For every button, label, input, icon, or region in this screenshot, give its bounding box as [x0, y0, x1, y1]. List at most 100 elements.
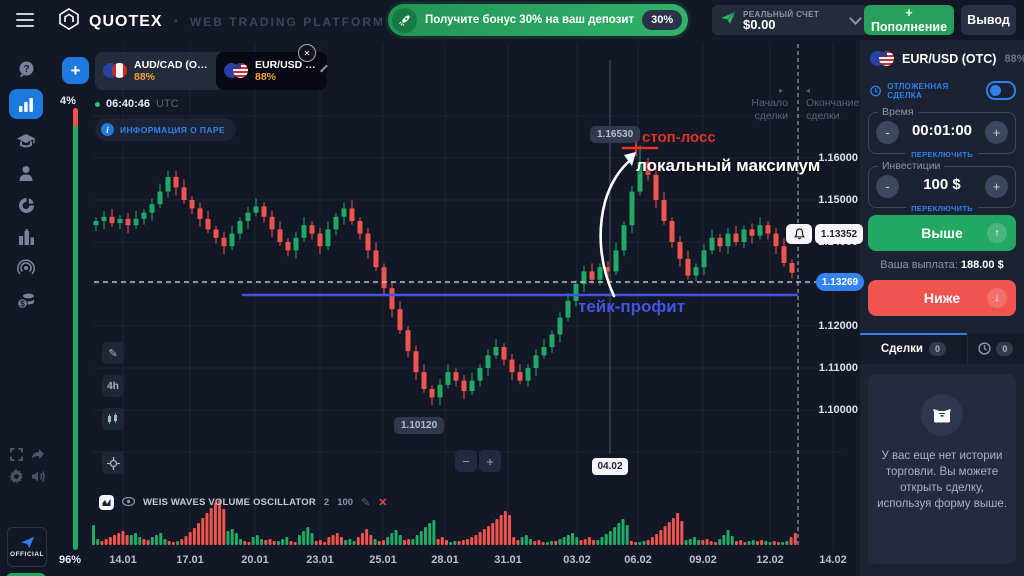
y-axis-tick: 1.11000 — [818, 362, 858, 374]
share-arrow-icon[interactable] — [30, 446, 46, 462]
pending-trade-row[interactable]: ОТЛОЖЕННАЯ СДЕЛКА — [870, 81, 1016, 100]
candle — [197, 208, 203, 219]
candle — [789, 263, 795, 273]
investment-value[interactable]: 100 $ — [923, 176, 961, 193]
server-clock: 06:40:46 UTC — [95, 98, 179, 110]
account-type-label: РЕАЛЬНЫЙ СЧЕТ — [743, 9, 820, 19]
y-axis-tick: 1.16000 — [818, 152, 858, 164]
close-tab-icon[interactable]: ✕ — [298, 44, 316, 62]
brand-name: QUOTEX — [89, 12, 163, 30]
x-axis-tick: 14.01 — [109, 554, 137, 566]
candle — [597, 267, 603, 280]
sidebar-item-profile[interactable] — [9, 158, 43, 188]
pending-trade-toggle[interactable] — [985, 81, 1016, 100]
candle — [285, 242, 291, 251]
asset-tab-payout: 88% — [134, 71, 156, 83]
draw-pencil-button[interactable]: ✎ — [102, 342, 124, 364]
zoom-in-button[interactable]: + — [479, 450, 501, 472]
chevron-down-icon — [849, 12, 862, 25]
candle — [757, 225, 763, 236]
candle — [581, 271, 587, 284]
put-down-button[interactable]: Ниже ↓ — [868, 280, 1016, 316]
remove-indicator-icon[interactable]: ✕ — [378, 496, 388, 509]
zoom-out-button[interactable]: − — [455, 450, 477, 472]
candle — [653, 174, 659, 200]
time-decrease-button[interactable]: - — [876, 121, 899, 144]
candle — [437, 384, 443, 398]
menu-icon[interactable] — [16, 13, 34, 27]
session-high-pill: 1.16530 — [590, 126, 641, 143]
crosshair-button[interactable] — [102, 452, 124, 474]
candle — [277, 229, 283, 242]
asset-tab-audcad[interactable]: AUD/CAD (O… 88% — [95, 52, 227, 90]
brand: QUOTEX · WEB TRADING PLATFORM — [58, 8, 385, 35]
time-increase-button[interactable]: + — [985, 121, 1008, 144]
tab-trades[interactable]: Сделки 0 — [860, 333, 967, 364]
price-alert-badge[interactable]: 1.13352 — [786, 224, 863, 244]
investment-increase-button[interactable]: + — [985, 175, 1008, 198]
candlestick-chart[interactable] — [52, 40, 860, 576]
bell-icon[interactable] — [786, 224, 812, 244]
call-up-button[interactable]: Выше ↑ — [868, 215, 1016, 251]
crosshair-date-badge: 04.02 — [592, 458, 628, 475]
pair-info-button[interactable]: i ИНФОРМАЦИЯ О ПАРЕ — [95, 118, 237, 141]
candle — [485, 355, 491, 368]
brand-tagline: WEB TRADING PLATFORM — [189, 14, 385, 29]
official-telegram-badge[interactable]: OFFICIAL — [7, 527, 47, 567]
investment-switch-link[interactable]: ПЕРЕКЛЮЧИТЬ — [906, 204, 978, 213]
deal-end-label: Окончание сделки — [806, 97, 860, 122]
candle — [525, 368, 531, 381]
sidebar-item-signals[interactable] — [9, 253, 43, 283]
panel-asset-row[interactable]: EUR/USD (OTC) 88% — [870, 51, 1024, 67]
candle — [725, 233, 731, 247]
edit-pencil-icon[interactable]: ✎ — [361, 496, 371, 509]
sidebar-item-education[interactable] — [9, 126, 43, 156]
svg-text:?: ? — [23, 64, 29, 75]
deposit-button[interactable]: + Пополнение — [864, 5, 954, 35]
investment-decrease-button[interactable]: - — [876, 175, 899, 198]
sidebar-item-finance[interactable]: $ — [9, 285, 43, 315]
candle — [741, 229, 747, 242]
candle — [261, 206, 267, 217]
empty-history-card: У вас еще нет истории торговли. Вы может… — [868, 374, 1016, 564]
candle — [453, 372, 459, 381]
tab-history[interactable]: 0 — [966, 333, 1024, 364]
chart-type-button[interactable] — [102, 408, 124, 430]
help-button[interactable]: Помощь — [6, 573, 46, 576]
account-selector[interactable]: РЕАЛЬНЫЙ СЧЕТ $0.00 — [712, 5, 868, 35]
candle — [133, 218, 139, 226]
paper-plane-icon — [720, 11, 736, 30]
bonus-banner[interactable]: Получите бонус 30% на ваш депозит 30% — [388, 4, 689, 36]
add-asset-button[interactable]: + — [62, 57, 89, 84]
y-axis-tick: 1.15000 — [818, 194, 858, 206]
trade-panel: EUR/USD (OTC) 88% ОТЛОЖЕННАЯ СДЕЛКА Врем… — [860, 40, 1024, 576]
candle — [637, 162, 643, 192]
candle — [557, 317, 563, 335]
eurusd-flags-icon — [870, 51, 894, 67]
eurusd-flags-icon — [224, 63, 248, 79]
settings-gear-icon[interactable] — [8, 468, 24, 484]
candle — [221, 237, 227, 247]
candle — [301, 225, 307, 238]
trades-count-badge: 0 — [928, 341, 946, 356]
candle — [469, 380, 475, 392]
timeframe-button[interactable]: 4h — [102, 375, 124, 397]
fullscreen-icon[interactable] — [8, 446, 24, 462]
indicator-logo-icon[interactable] — [99, 494, 114, 510]
volume-icon[interactable] — [30, 468, 46, 484]
sidebar-item-analytics[interactable] — [9, 190, 43, 220]
candle — [661, 200, 667, 221]
sidebar-item-market[interactable] — [9, 222, 43, 252]
withdraw-button[interactable]: Вывод — [961, 5, 1016, 35]
candle — [317, 233, 323, 247]
candle — [429, 389, 435, 398]
candle — [445, 372, 451, 385]
visibility-eye-icon[interactable] — [121, 493, 136, 511]
sentiment-up-percent: 4% — [60, 95, 76, 107]
time-switch-link[interactable]: ПЕРЕКЛЮЧИТЬ — [906, 150, 978, 159]
candle — [549, 334, 555, 347]
sidebar-item-trade[interactable] — [9, 89, 43, 119]
y-axis-tick: 1.12000 — [818, 320, 858, 332]
sidebar-item-support[interactable]: ? — [9, 54, 43, 84]
time-value[interactable]: 00:01:00 — [911, 122, 973, 139]
